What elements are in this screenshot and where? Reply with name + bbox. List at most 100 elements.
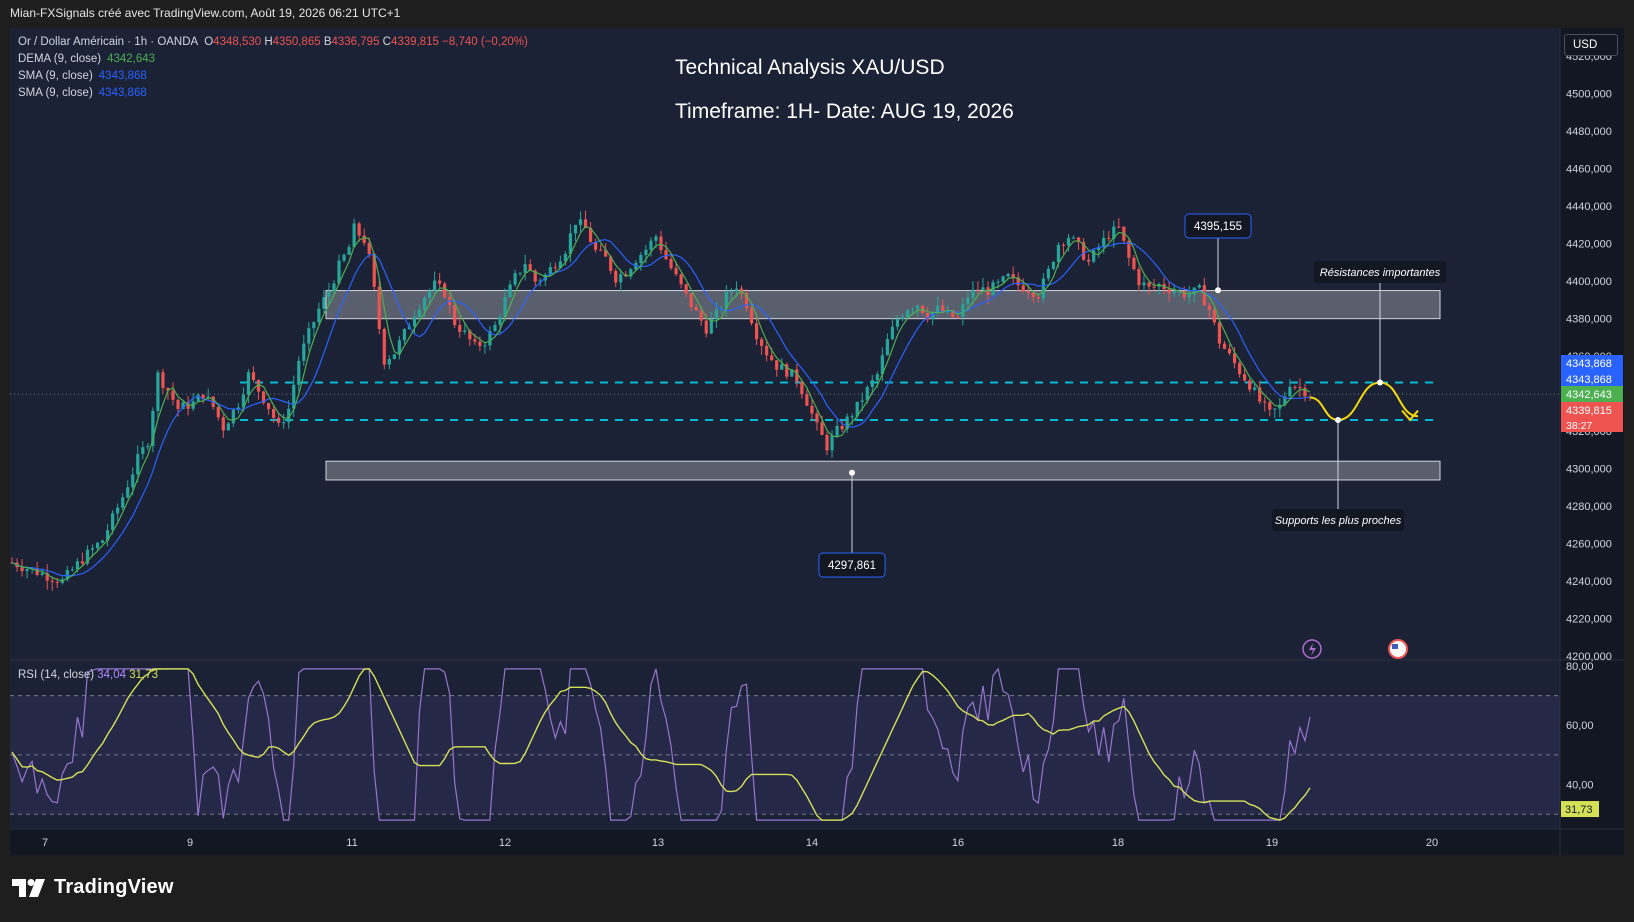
high-value: 4350,865 bbox=[272, 36, 321, 48]
header-text: Mian-FXSignals créé avec TradingView.com… bbox=[10, 6, 401, 20]
change-value: −8,740 (−0,20%) bbox=[442, 36, 528, 48]
y-tick-label: 4200,000 bbox=[1566, 651, 1612, 663]
price-tag bbox=[1561, 402, 1623, 418]
y-tick-label: 4220,000 bbox=[1566, 614, 1612, 626]
candle-body bbox=[256, 380, 261, 392]
candle-body bbox=[196, 394, 200, 402]
candle-body bbox=[1046, 268, 1050, 279]
candle-body bbox=[1207, 305, 1211, 310]
candle-body bbox=[1127, 240, 1131, 258]
indicator-sma-2[interactable]: SMA (9, close) 4343,868 bbox=[18, 85, 528, 102]
price-tag-label: 4342,643 bbox=[1566, 389, 1612, 401]
candle-body bbox=[266, 403, 271, 410]
candle-body bbox=[1092, 250, 1096, 262]
rsi-value: 34,04 bbox=[97, 669, 127, 681]
support-zone bbox=[325, 460, 1441, 481]
y-tick-label: 4280,000 bbox=[1566, 501, 1612, 513]
candle-body bbox=[297, 360, 301, 385]
tradingview-logo[interactable]: TradingView bbox=[12, 876, 174, 899]
candle-body bbox=[332, 283, 336, 292]
candle-body bbox=[221, 417, 225, 431]
candle-body bbox=[795, 369, 799, 382]
candle-body bbox=[941, 305, 945, 313]
candle-body bbox=[659, 236, 663, 251]
candle-body bbox=[1227, 348, 1232, 354]
candle-body bbox=[679, 274, 683, 285]
candle-body bbox=[850, 416, 854, 418]
symbol-label[interactable]: Or / Dollar Américain · 1h · OANDA bbox=[18, 36, 199, 48]
candle-body bbox=[20, 567, 24, 571]
y-tick-label: 4460,000 bbox=[1566, 164, 1612, 176]
candle-body bbox=[875, 374, 879, 381]
candle-body bbox=[649, 240, 653, 250]
candle-body bbox=[1102, 237, 1106, 248]
candle-body bbox=[1016, 277, 1020, 286]
candle-body bbox=[971, 289, 975, 298]
candle-body bbox=[966, 297, 970, 305]
rsi-tick-label: 80,00 bbox=[1566, 661, 1594, 673]
candle-body bbox=[50, 580, 54, 582]
candle-body bbox=[251, 372, 256, 381]
candle-body bbox=[387, 358, 391, 365]
price-pane bbox=[10, 28, 1560, 660]
rsi-legend[interactable]: RSI (14, close) 34,04 31,73 bbox=[18, 669, 158, 681]
candle-body bbox=[815, 413, 819, 423]
candle-body bbox=[775, 360, 779, 370]
candle-body bbox=[830, 435, 834, 451]
candle-body bbox=[473, 339, 477, 342]
countdown-label: 38:27 bbox=[1566, 420, 1592, 432]
candle-body bbox=[669, 259, 673, 269]
y-tick-label: 4420,000 bbox=[1566, 239, 1612, 251]
candle-body bbox=[402, 329, 407, 341]
candle-body bbox=[201, 394, 205, 399]
rsi-ma-tag bbox=[1561, 801, 1599, 818]
candle-body bbox=[770, 355, 774, 361]
candle-body bbox=[573, 224, 578, 234]
candle-body bbox=[70, 569, 74, 571]
rsi-ma-value: 31,73 bbox=[129, 669, 159, 681]
candle-body bbox=[976, 289, 980, 291]
candle-body bbox=[639, 254, 643, 264]
candle-body bbox=[1212, 309, 1217, 323]
candle-body bbox=[1051, 261, 1056, 269]
candle-body bbox=[85, 549, 90, 564]
open-value: 4348,530 bbox=[213, 36, 262, 48]
y-tick-label: 4500,000 bbox=[1566, 89, 1612, 101]
rsi-ma-tag-label: 31,73 bbox=[1565, 804, 1593, 816]
candle-body bbox=[614, 270, 618, 283]
candle-body bbox=[493, 324, 497, 331]
candle-body bbox=[1036, 297, 1040, 299]
candle-body bbox=[292, 384, 296, 409]
rsi-ma-line bbox=[11, 668, 1311, 821]
candle-body bbox=[915, 305, 920, 310]
candle-body bbox=[272, 409, 276, 418]
indicator-dema[interactable]: DEMA (9, close) 4342,643 bbox=[18, 51, 528, 68]
candle-body bbox=[900, 317, 905, 320]
candle-body bbox=[302, 343, 306, 361]
candle-body bbox=[181, 402, 185, 410]
candle-body bbox=[855, 401, 859, 417]
candle-body bbox=[1132, 257, 1136, 270]
candle-body bbox=[684, 284, 688, 294]
resistance-note-label: Résistances importantes bbox=[1320, 267, 1441, 279]
candle-body bbox=[427, 290, 432, 298]
resistance-zone bbox=[325, 290, 1441, 320]
time-axis bbox=[10, 829, 1624, 855]
candle-body bbox=[609, 256, 613, 271]
candle-body bbox=[1187, 294, 1191, 298]
candle-body bbox=[760, 339, 764, 346]
candle-body bbox=[1021, 285, 1025, 292]
candle-body bbox=[1011, 274, 1015, 278]
indicator-sma-1[interactable]: SMA (9, close) 4343,868 bbox=[18, 68, 528, 85]
currency-button[interactable]: USD bbox=[1564, 34, 1618, 56]
rsi-tick-label: 40,00 bbox=[1566, 780, 1594, 792]
indicator-value: 4343,868 bbox=[98, 87, 147, 99]
candle-body bbox=[744, 293, 749, 309]
x-tick-label: 14 bbox=[806, 837, 818, 849]
close-value: 4339,815 bbox=[390, 36, 439, 48]
candle-body bbox=[1217, 322, 1222, 344]
lightning-glyph bbox=[1309, 643, 1316, 656]
candle-body bbox=[1197, 285, 1201, 288]
indicator-value: 4342,643 bbox=[107, 53, 156, 65]
